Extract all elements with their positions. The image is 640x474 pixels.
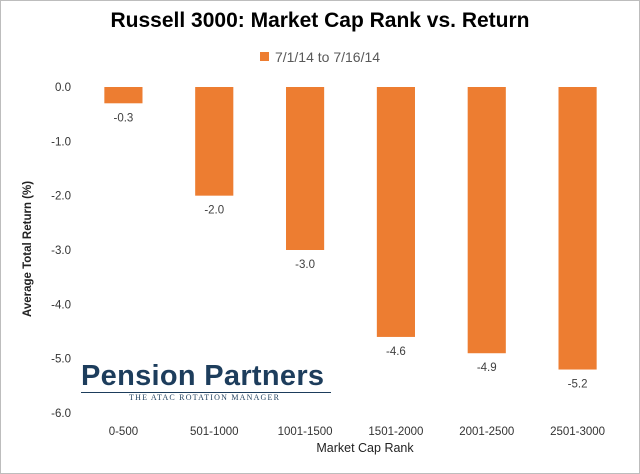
bar [195,87,233,196]
bar [468,87,506,353]
logo-tagline: THE ATAC ROTATION MANAGER [129,393,336,402]
bar-data-label: -5.2 [568,379,588,391]
x-tick-label: 2001-2500 [459,426,514,438]
pension-partners-logo: Pension Partners THE ATAC ROTATION MANAG… [81,361,336,402]
x-axis-title: Market Cap Rank [316,441,414,455]
y-tick-label: -3.0 [51,245,71,257]
x-axis-ticks: 0-500 501-1000 1001-1500 1501-2000 2001-2500… [109,426,605,438]
y-tick-label: 0.0 [55,82,71,94]
bar [104,87,142,103]
y-tick-label: -2.0 [51,191,71,203]
bar [559,87,597,370]
x-tick-label: 1001-1500 [278,426,333,438]
y-tick-label: -1.0 [51,136,71,148]
x-tick-label: 0-500 [109,426,138,438]
bar-data-label: -4.9 [477,362,497,374]
y-axis-ticks: 0.0 -1.0 -2.0 -3.0 -4.0 -5.0 -6.0 [51,82,71,420]
bar-series [104,87,596,370]
bar-data-label: -0.3 [114,112,134,124]
bar-data-label: -4.6 [386,346,406,358]
x-tick-label: 1501-2000 [368,426,423,438]
logo-wordmark: Pension Partners [81,361,336,391]
y-tick-label: -4.0 [51,299,71,311]
y-tick-label: -5.0 [51,354,71,366]
x-tick-label: 2501-3000 [550,426,605,438]
y-tick-label: -6.0 [51,408,71,420]
data-labels: -0.3 -2.0 -3.0 -4.6 -4.9 -5.2 [114,112,588,390]
bar-data-label: -3.0 [295,259,315,271]
y-axis-title: Average Total Return (%) [22,181,34,317]
x-tick-label: 501-1000 [190,426,239,438]
bar [377,87,415,337]
bar-data-label: -2.0 [204,205,224,217]
bar [286,87,324,250]
